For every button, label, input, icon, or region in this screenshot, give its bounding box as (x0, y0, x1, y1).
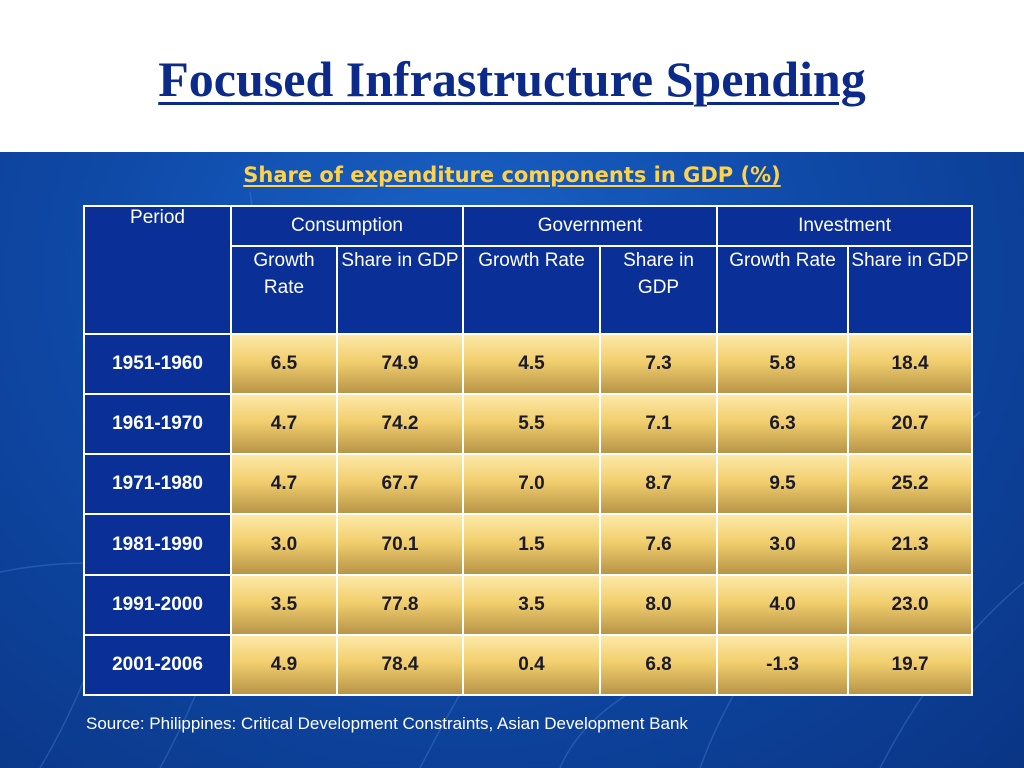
source-note: Source: Philippines: Critical Developmen… (86, 714, 688, 733)
period-cell: 1981-1990 (83, 513, 232, 576)
value-cell: 0.4 (462, 633, 602, 697)
value-cell: 6.8 (599, 633, 719, 697)
value-cell: 5.8 (716, 332, 850, 396)
value-cell: 4.7 (230, 453, 338, 516)
header-consumption: Consumption (229, 205, 465, 247)
table-row: 1981-1990 3.0 70.1 1.5 7.6 3.0 21.3 (83, 513, 974, 576)
header-period: Period (83, 205, 232, 335)
period-cell: 1991-2000 (83, 573, 232, 636)
value-cell: 8.0 (599, 573, 719, 636)
value-cell: 4.9 (230, 633, 338, 697)
value-cell: -1.3 (716, 633, 850, 697)
header-government: Government (462, 205, 719, 247)
subheader-cell: Growth Rate (230, 245, 338, 335)
period-cell: 1951-1960 (83, 332, 232, 396)
period-cell: 1961-1970 (83, 393, 232, 456)
value-cell: 3.0 (230, 513, 338, 576)
subheader-cell: Share in GDP (847, 245, 974, 335)
value-cell: 4.5 (462, 332, 602, 396)
subheader-cell: Growth Rate (462, 245, 602, 335)
value-cell: 7.1 (599, 393, 719, 456)
value-cell: 3.0 (716, 513, 850, 576)
table-row: 1951-1960 6.5 74.9 4.5 7.3 5.8 18.4 (83, 332, 974, 396)
value-cell: 74.9 (335, 332, 465, 396)
header-investment: Investment (716, 205, 974, 247)
value-cell: 23.0 (847, 573, 974, 636)
subheader-row: Growth Rate Share in GDP Growth Rate Share … (84, 245, 974, 335)
value-cell: 7.3 (599, 332, 719, 396)
value-cell: 6.5 (230, 332, 338, 396)
period-cell: 2001-2006 (83, 633, 232, 697)
table-caption: Share of expenditure components in GDP (… (243, 163, 781, 187)
value-cell: 78.4 (335, 633, 465, 697)
subheader-cell: Growth Rate (716, 245, 850, 335)
value-cell: 6.3 (716, 393, 850, 456)
subheader-cell: Share in GDP (335, 245, 465, 335)
period-cell: 1971-1980 (83, 453, 232, 516)
value-cell: 25.2 (847, 453, 974, 516)
value-cell: 18.4 (847, 332, 974, 396)
value-cell: 9.5 (716, 453, 850, 516)
value-cell: 7.6 (599, 513, 719, 576)
value-cell: 3.5 (462, 573, 602, 636)
expenditure-table: Period Consumption Government Investment… (83, 205, 974, 697)
table-row: 1971-1980 4.7 67.7 7.0 8.7 9.5 25.2 (83, 453, 974, 516)
value-cell: 20.7 (847, 393, 974, 456)
title-band (0, 0, 1024, 152)
value-cell: 8.7 (599, 453, 719, 516)
value-cell: 74.2 (335, 393, 465, 456)
value-cell: 21.3 (847, 513, 974, 576)
table-row: 1961-1970 4.7 74.2 5.5 7.1 6.3 20.7 (83, 393, 974, 456)
value-cell: 70.1 (335, 513, 465, 576)
value-cell: 3.5 (230, 573, 338, 636)
value-cell: 1.5 (462, 513, 602, 576)
slide-title: Focused Infrastructure Spending (158, 51, 866, 107)
value-cell: 77.8 (335, 573, 465, 636)
table-row: 1991-2000 3.5 77.8 3.5 8.0 4.0 23.0 (83, 573, 974, 636)
value-cell: 19.7 (847, 633, 974, 697)
subheader-cell: Share in GDP (599, 245, 719, 335)
value-cell: 4.7 (230, 393, 338, 456)
value-cell: 67.7 (335, 453, 465, 516)
value-cell: 5.5 (462, 393, 602, 456)
table-body: 1951-1960 6.5 74.9 4.5 7.3 5.8 18.4 1961-1970 4.… (83, 332, 974, 697)
value-cell: 4.0 (716, 573, 850, 636)
value-cell: 7.0 (462, 453, 602, 516)
table-row: 2001-2006 4.9 78.4 0.4 6.8 -1.3 19.7 (83, 633, 974, 697)
